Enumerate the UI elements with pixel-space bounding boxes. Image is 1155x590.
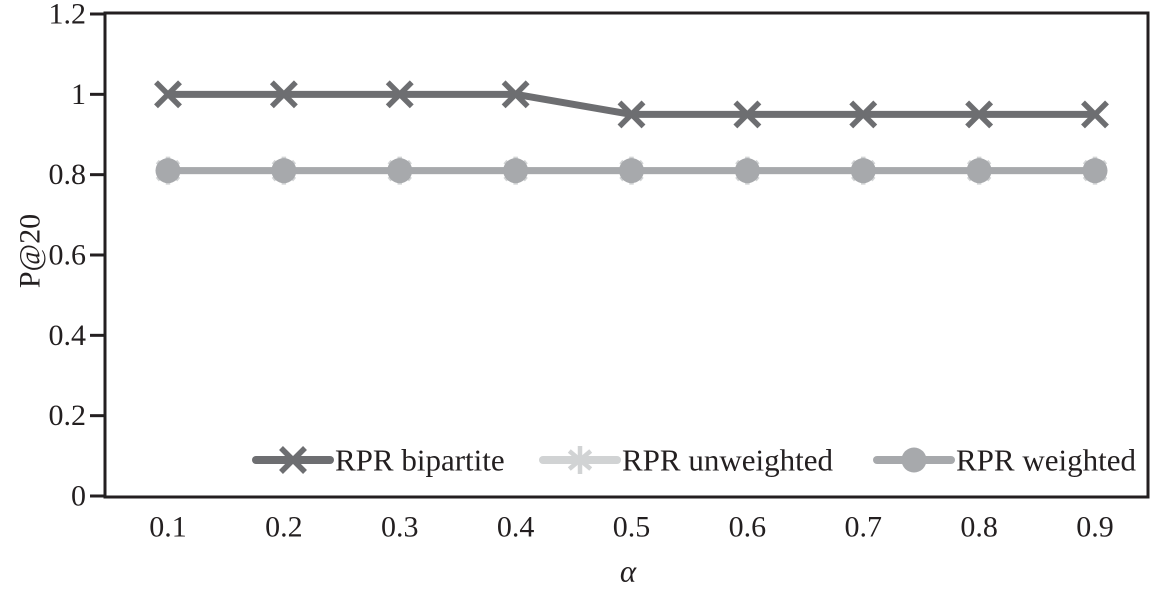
asterisk-marker-icon — [567, 446, 593, 474]
x-marker-icon — [279, 446, 307, 474]
legend-label: RPR weighted — [956, 443, 1136, 478]
x-tick-label: 0.2 — [265, 511, 303, 544]
x-tick-label: 0.6 — [729, 511, 767, 544]
series-rpr-bipartite — [154, 80, 1109, 129]
circle-marker-icon — [850, 158, 876, 184]
x-axis-title: α — [620, 554, 637, 589]
x-marker-icon — [154, 80, 182, 109]
x-marker-icon — [269, 80, 298, 109]
y-axis: 0 0.2 0.4 0.6 0.8 1 1.2 — [49, 0, 105, 513]
plot-border — [103, 11, 1150, 499]
x-tick-label: 0.8 — [960, 511, 998, 544]
circle-marker-icon — [619, 158, 644, 184]
y-tick-label: 0.8 — [49, 158, 87, 191]
x-tick-label: 0.9 — [1076, 511, 1114, 544]
x-marker-icon — [733, 100, 762, 129]
x-marker-icon — [385, 80, 414, 109]
y-tick-label: 0 — [71, 480, 86, 513]
legend-item: RPR weighted — [873, 443, 1136, 478]
circle-marker-icon — [387, 158, 413, 184]
y-tick-label: 1.2 — [49, 0, 87, 31]
x-axis: 0.1 0.2 0.3 0.4 0.5 0.6 0.7 0.8 0.9 — [149, 511, 1114, 544]
legend-item: RPR bipartite — [252, 443, 505, 478]
circle-marker-icon — [1082, 158, 1108, 184]
x-tick-label: 0.5 — [613, 511, 651, 544]
circle-marker-icon — [271, 158, 297, 184]
legend-item: RPR unweighted — [539, 443, 833, 478]
x-marker-icon — [617, 100, 646, 129]
circle-marker-icon — [901, 447, 927, 473]
x-tick-label: 0.4 — [497, 511, 535, 544]
x-marker-icon — [501, 80, 530, 109]
circle-marker-icon — [966, 158, 992, 184]
x-tick-label: 0.1 — [149, 511, 187, 544]
circle-marker-icon — [734, 158, 760, 184]
x-marker-icon — [965, 100, 994, 129]
circle-marker-icon — [155, 158, 181, 184]
legend: RPR bipartite RPR unweighted RPR weighted — [252, 443, 1136, 478]
legend-label: RPR unweighted — [622, 443, 833, 478]
x-marker-icon — [849, 100, 878, 129]
legend-label: RPR bipartite — [335, 443, 505, 478]
y-axis-title: P@20 — [14, 214, 47, 288]
x-marker-icon — [1081, 100, 1109, 129]
series-rpr-weighted — [155, 158, 1108, 184]
y-tick-label: 1 — [71, 78, 86, 111]
y-tick-label: 0.6 — [49, 239, 87, 272]
y-tick-label: 0.2 — [49, 399, 87, 432]
x-tick-label: 0.7 — [845, 511, 883, 544]
circle-marker-icon — [503, 158, 529, 184]
y-tick-label: 0.4 — [49, 319, 87, 352]
x-tick-label: 0.3 — [381, 511, 419, 544]
